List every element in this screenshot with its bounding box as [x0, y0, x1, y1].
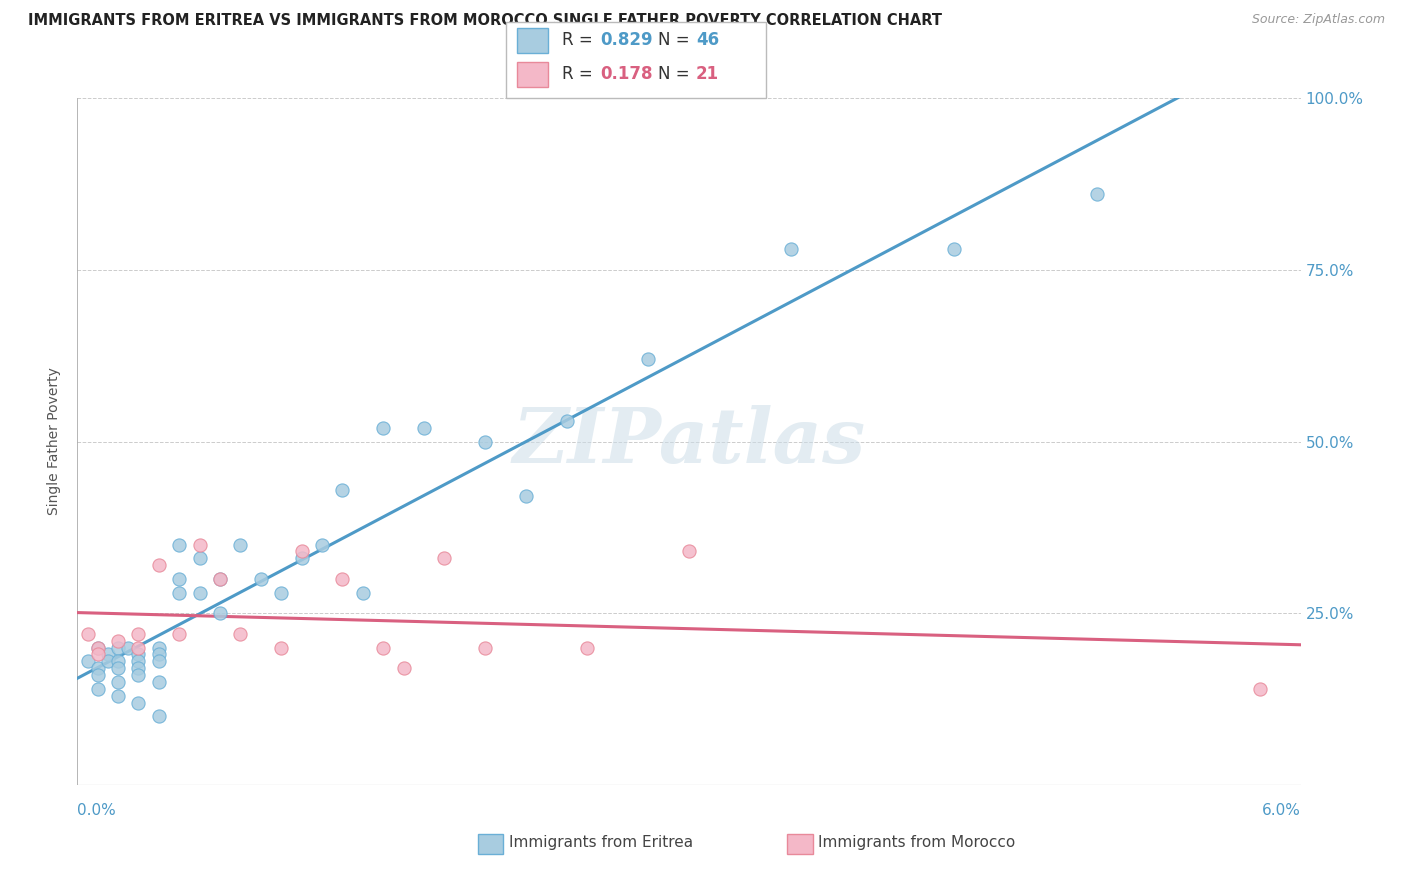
Point — [97, 654, 120, 668]
Point — [128, 661, 150, 675]
Point — [392, 661, 415, 675]
Point — [128, 648, 150, 662]
Point — [107, 661, 129, 675]
Point — [678, 544, 700, 558]
Point — [128, 668, 150, 682]
Point — [87, 661, 110, 675]
Point — [76, 627, 98, 641]
Point — [209, 572, 232, 586]
Point — [87, 640, 110, 655]
Text: 21: 21 — [696, 65, 718, 83]
Point — [474, 434, 496, 449]
Text: N =: N = — [658, 31, 695, 49]
Point — [87, 681, 110, 696]
Point — [433, 551, 456, 566]
Point — [291, 551, 314, 566]
Point — [270, 640, 292, 655]
Point — [576, 640, 599, 655]
Point — [209, 607, 232, 621]
Point — [250, 572, 273, 586]
Point — [209, 572, 232, 586]
Point — [291, 544, 314, 558]
Point — [229, 627, 252, 641]
Point — [148, 558, 170, 573]
Text: 0.829: 0.829 — [600, 31, 652, 49]
Text: Source: ZipAtlas.com: Source: ZipAtlas.com — [1251, 13, 1385, 27]
Point — [128, 654, 150, 668]
Point — [332, 572, 354, 586]
Point — [515, 490, 537, 504]
Point — [87, 640, 110, 655]
Point — [87, 668, 110, 682]
Point — [352, 585, 374, 599]
Point — [637, 352, 659, 367]
Point — [169, 627, 191, 641]
Point — [107, 633, 129, 648]
Point — [107, 640, 129, 655]
Point — [107, 689, 129, 703]
Point — [943, 242, 966, 256]
Point — [188, 585, 211, 599]
Text: 46: 46 — [696, 31, 718, 49]
Point — [107, 675, 129, 690]
Text: N =: N = — [658, 65, 695, 83]
Point — [148, 654, 170, 668]
Point — [148, 675, 170, 690]
Text: R =: R = — [562, 31, 599, 49]
Text: R =: R = — [562, 65, 599, 83]
Point — [128, 696, 150, 710]
Point — [332, 483, 354, 497]
Text: 0.178: 0.178 — [600, 65, 652, 83]
Point — [1249, 681, 1271, 696]
Point — [1085, 187, 1108, 202]
Point — [128, 627, 150, 641]
Point — [188, 551, 211, 566]
Point — [555, 414, 578, 428]
Point — [87, 648, 110, 662]
Y-axis label: Single Father Poverty: Single Father Poverty — [48, 368, 62, 516]
Text: ZIPatlas: ZIPatlas — [512, 405, 866, 478]
Point — [97, 648, 120, 662]
Point — [413, 421, 436, 435]
Point — [229, 537, 252, 551]
Point — [128, 640, 150, 655]
Point — [169, 572, 191, 586]
Point — [148, 640, 170, 655]
Point — [76, 654, 98, 668]
Point — [270, 585, 292, 599]
Text: 0.0%: 0.0% — [77, 803, 117, 818]
Point — [148, 648, 170, 662]
Point — [169, 537, 191, 551]
Point — [311, 537, 333, 551]
Text: 6.0%: 6.0% — [1261, 803, 1301, 818]
Point — [474, 640, 496, 655]
Text: IMMIGRANTS FROM ERITREA VS IMMIGRANTS FROM MOROCCO SINGLE FATHER POVERTY CORRELA: IMMIGRANTS FROM ERITREA VS IMMIGRANTS FR… — [28, 13, 942, 29]
Text: Immigrants from Eritrea: Immigrants from Eritrea — [509, 836, 693, 850]
Point — [107, 654, 129, 668]
Point — [148, 709, 170, 723]
Point — [780, 242, 803, 256]
Point — [188, 537, 211, 551]
Text: Immigrants from Morocco: Immigrants from Morocco — [818, 836, 1015, 850]
Point — [373, 640, 395, 655]
Point — [169, 585, 191, 599]
Point — [373, 421, 395, 435]
Point — [117, 640, 139, 655]
